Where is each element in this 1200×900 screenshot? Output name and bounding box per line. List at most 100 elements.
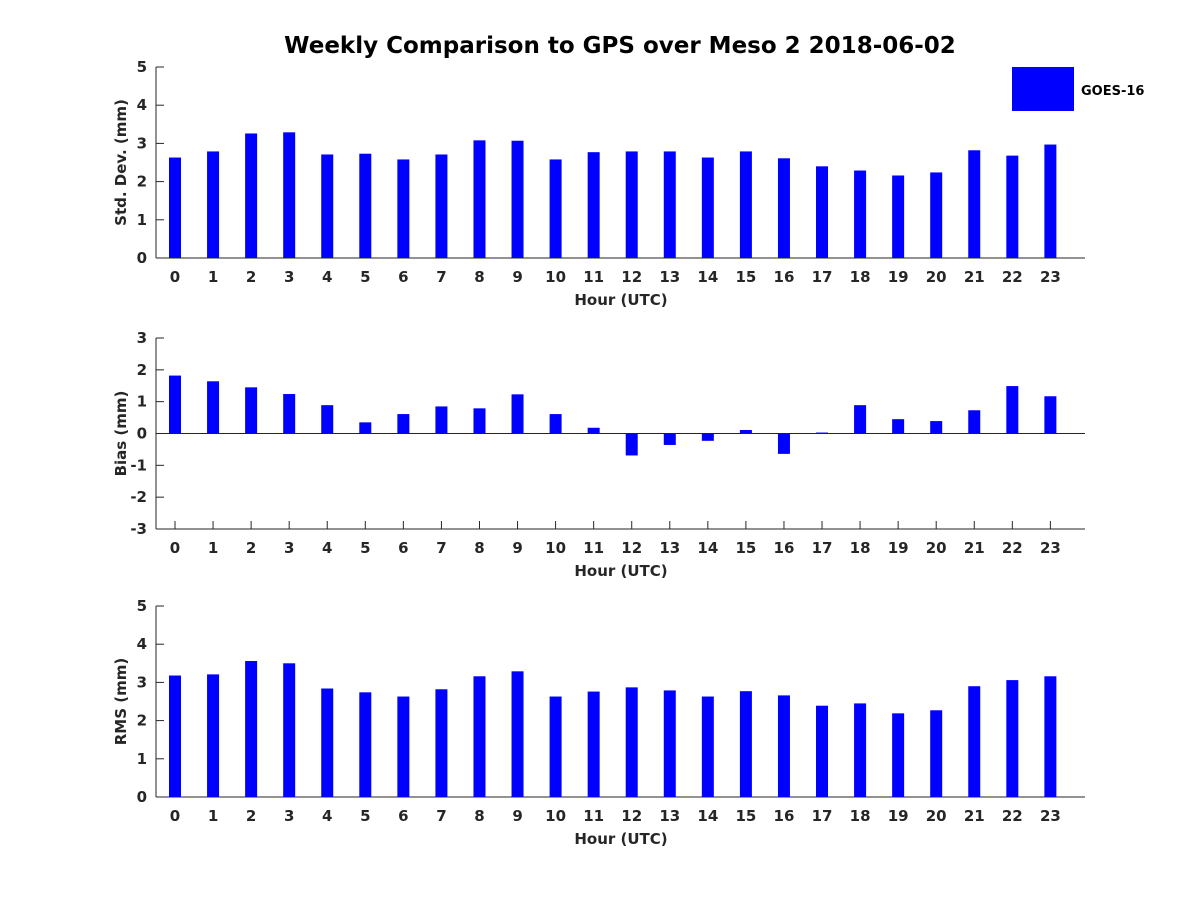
x-tick-label: 12 (621, 807, 642, 825)
bar-hour-7 (435, 689, 448, 797)
bar-hour-1 (207, 674, 220, 797)
bar-hour-1 (207, 381, 220, 434)
bar-hour-5 (359, 422, 372, 434)
x-tick-label: 7 (436, 268, 446, 286)
bar-hour-23 (1044, 676, 1057, 797)
x-tick-label: 17 (812, 268, 833, 286)
bar-hour-9 (511, 671, 524, 797)
bar-hour-16 (777, 695, 790, 797)
x-tick-label: 8 (474, 268, 484, 286)
x-tick-label: 3 (284, 807, 294, 825)
y-tick-label: 3 (137, 673, 147, 691)
bar-hour-10 (549, 696, 562, 797)
x-tick-label: 13 (659, 807, 680, 825)
x-tick-label: 11 (583, 807, 604, 825)
bar-hour-20 (930, 421, 943, 434)
bar-hour-11 (587, 152, 600, 258)
bar-hour-20 (930, 710, 943, 797)
bar-hour-9 (511, 394, 524, 434)
bar-hour-14 (701, 696, 714, 797)
bar-hour-12 (625, 433, 638, 456)
bar-hour-17 (816, 432, 829, 434)
legend: GOES-16 (1012, 67, 1144, 111)
bar-hour-16 (777, 433, 790, 454)
x-tick-label: 8 (474, 807, 484, 825)
bar-hour-15 (739, 429, 752, 434)
bar-hour-20 (930, 172, 943, 258)
bar-hour-22 (1006, 680, 1019, 797)
x-tick-label: 22 (1002, 807, 1023, 825)
bar-hour-22 (1006, 155, 1019, 258)
x-tick-label: 18 (850, 268, 871, 286)
x-tick-label: 16 (774, 268, 795, 286)
bar-hour-21 (968, 410, 981, 434)
y-axis-label: RMS (mm) (112, 658, 130, 745)
x-tick-label: 3 (284, 539, 294, 557)
x-tick-label: 21 (964, 539, 985, 557)
bar-hour-0 (169, 675, 181, 797)
x-tick-label: 15 (735, 539, 756, 557)
bar-hour-10 (549, 159, 562, 258)
y-tick-label: 5 (137, 597, 147, 615)
y-tick-label: 1 (137, 393, 147, 411)
bar-hour-18 (854, 405, 867, 434)
bar-hour-0 (169, 157, 181, 258)
x-tick-label: 15 (735, 807, 756, 825)
x-tick-label: 5 (360, 268, 370, 286)
bar-hour-4 (321, 154, 334, 258)
bar-hour-23 (1044, 396, 1057, 434)
bar-hour-3 (283, 394, 296, 434)
x-tick-label: 19 (888, 807, 909, 825)
bar-hour-11 (587, 427, 600, 434)
bar-hour-19 (892, 713, 905, 797)
x-tick-label: 0 (170, 807, 180, 825)
bar-hour-22 (1006, 386, 1019, 434)
x-tick-label: 16 (774, 539, 795, 557)
bar-hour-6 (397, 414, 410, 434)
y-tick-label: 4 (137, 635, 147, 653)
legend-label: GOES-16 (1081, 84, 1144, 99)
y-axis-label: Std. Dev. (mm) (112, 99, 130, 226)
bar-hour-0 (169, 375, 181, 434)
x-tick-label: 6 (398, 539, 408, 557)
x-axis-label: Hour (UTC) (574, 562, 667, 580)
bar-hour-4 (321, 405, 334, 434)
x-tick-label: 4 (322, 539, 332, 557)
bar-hour-3 (283, 663, 296, 797)
y-tick-label: 1 (137, 211, 147, 229)
bar-hour-8 (473, 140, 486, 258)
x-axis-label: Hour (UTC) (574, 291, 667, 309)
x-tick-label: 12 (621, 268, 642, 286)
x-tick-label: 9 (512, 807, 522, 825)
x-tick-label: 21 (964, 807, 985, 825)
x-tick-label: 18 (850, 539, 871, 557)
x-tick-label: 22 (1002, 268, 1023, 286)
x-tick-label: 10 (545, 807, 566, 825)
y-tick-label: 5 (137, 58, 147, 76)
x-tick-label: 4 (322, 268, 332, 286)
x-tick-label: 2 (246, 539, 256, 557)
y-axis-label: Bias (mm) (112, 391, 130, 477)
bar-hour-13 (663, 433, 676, 445)
x-tick-label: 18 (850, 807, 871, 825)
y-tick-label: 0 (137, 788, 147, 806)
x-tick-label: 3 (284, 268, 294, 286)
bar-hour-21 (968, 150, 981, 258)
bar-hour-17 (816, 705, 829, 797)
x-tick-label: 2 (246, 807, 256, 825)
bar-hour-2 (245, 661, 258, 797)
bar-hour-2 (245, 387, 258, 434)
x-tick-label: 23 (1040, 807, 1061, 825)
x-tick-label: 5 (360, 539, 370, 557)
bar-hour-19 (892, 175, 905, 258)
bar-hour-4 (321, 688, 334, 797)
bar-hour-10 (549, 414, 562, 434)
x-tick-label: 15 (735, 268, 756, 286)
bar-hour-13 (663, 151, 676, 258)
bar-hour-17 (816, 166, 829, 258)
bar-hour-7 (435, 406, 448, 434)
y-tick-label: 0 (137, 425, 147, 443)
legend-swatch (1012, 67, 1074, 111)
